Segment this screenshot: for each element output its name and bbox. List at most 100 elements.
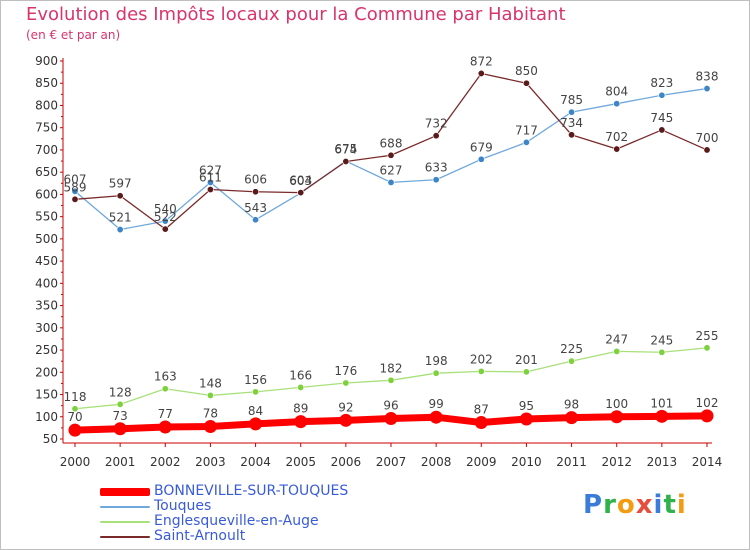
data-label: 717 <box>515 123 538 137</box>
data-point <box>387 151 395 159</box>
x-tick-label: 2001 <box>105 455 136 469</box>
data-label: 627 <box>380 163 403 177</box>
data-point <box>158 420 172 434</box>
data-point <box>432 369 440 377</box>
data-point <box>613 100 621 108</box>
data-point <box>252 216 260 224</box>
x-tick-label: 2012 <box>601 455 632 469</box>
data-label: 872 <box>470 54 493 68</box>
data-point <box>703 146 711 154</box>
data-point <box>565 411 579 425</box>
data-point <box>161 385 169 393</box>
data-label: 96 <box>383 399 398 413</box>
data-point <box>655 409 669 423</box>
logo-letter: i <box>653 490 664 520</box>
data-label: 87 <box>474 403 489 417</box>
data-point <box>206 391 214 399</box>
x-tick-label: 2003 <box>195 455 226 469</box>
data-point <box>161 217 169 225</box>
data-label: 176 <box>334 364 357 378</box>
proxiti-logo: Proxiti <box>583 490 687 520</box>
data-point <box>116 192 124 200</box>
data-label: 84 <box>248 404 263 418</box>
data-point <box>429 410 443 424</box>
data-label: 611 <box>199 171 222 185</box>
data-label: 201 <box>515 353 538 367</box>
legend-label: Touques <box>154 498 212 514</box>
data-label: 674 <box>334 143 357 157</box>
x-tick-label: 2005 <box>285 455 316 469</box>
data-point <box>206 186 214 194</box>
data-label: 166 <box>289 368 312 382</box>
data-label: 163 <box>154 370 177 384</box>
y-tick-label: 300 <box>35 321 58 335</box>
x-tick-label: 2009 <box>466 455 497 469</box>
data-point <box>432 176 440 184</box>
data-point <box>297 189 305 197</box>
data-label: 182 <box>380 361 403 375</box>
data-label: 603 <box>289 174 312 188</box>
data-label: 70 <box>67 410 82 424</box>
chart-legend: BONNEVILLE-SUR-TOUQUES Touques Englesquevi… <box>100 484 348 544</box>
x-tick-label: 2011 <box>556 455 587 469</box>
data-point <box>522 138 530 146</box>
data-label: 89 <box>293 402 308 416</box>
data-label: 597 <box>109 177 132 191</box>
data-label: 675 <box>334 142 357 156</box>
data-point <box>161 225 169 233</box>
x-tick-label: 2010 <box>511 455 542 469</box>
data-label: 604 <box>289 174 312 188</box>
data-label: 225 <box>560 342 583 356</box>
y-tick-label: 100 <box>35 410 58 424</box>
data-label: 702 <box>605 130 628 144</box>
data-label: 804 <box>605 85 628 99</box>
data-label: 745 <box>650 111 673 125</box>
chart-title: Evolution des Impôts locaux pour la Comm… <box>26 4 566 25</box>
data-point <box>68 423 82 437</box>
legend-swatch <box>100 505 150 508</box>
legend-item: Saint-Arnoult <box>100 529 348 544</box>
data-point <box>658 126 666 134</box>
data-label: 255 <box>696 329 719 343</box>
data-label: 247 <box>605 332 628 346</box>
x-tick-label: 2008 <box>421 455 452 469</box>
data-point <box>339 413 353 427</box>
data-label: 823 <box>650 76 673 90</box>
x-tick-label: 2004 <box>240 455 271 469</box>
data-point <box>252 188 260 196</box>
data-label: 102 <box>696 396 719 410</box>
data-point <box>432 132 440 140</box>
data-label: 734 <box>560 116 583 130</box>
data-label: 198 <box>425 354 448 368</box>
data-label: 850 <box>515 64 538 78</box>
data-point <box>477 69 485 77</box>
data-label: 540 <box>154 202 177 216</box>
data-point <box>71 405 79 413</box>
data-point <box>387 178 395 186</box>
data-point <box>610 410 624 424</box>
y-tick-label: 250 <box>35 343 58 357</box>
data-point <box>700 409 714 423</box>
data-label: 522 <box>154 210 177 224</box>
x-tick-label: 2006 <box>331 455 362 469</box>
data-label: 95 <box>519 399 534 413</box>
y-tick-label: 350 <box>35 299 58 313</box>
logo-letter: P <box>583 490 604 520</box>
data-label: 100 <box>605 397 628 411</box>
data-point <box>703 344 711 352</box>
data-label: 589 <box>64 180 87 194</box>
data-point <box>71 195 79 203</box>
data-label: 245 <box>650 333 673 347</box>
data-label: 838 <box>696 70 719 84</box>
logo-letter: t <box>663 490 677 520</box>
y-tick-label: 500 <box>35 232 58 246</box>
data-label: 99 <box>429 397 444 411</box>
x-tick-label: 2014 <box>692 455 723 469</box>
data-label: 607 <box>64 172 87 186</box>
data-label: 543 <box>244 201 267 215</box>
data-point <box>568 357 576 365</box>
x-tick-label: 2000 <box>60 455 91 469</box>
data-point <box>519 412 533 426</box>
data-label: 78 <box>203 407 218 421</box>
data-label: 521 <box>109 211 132 225</box>
